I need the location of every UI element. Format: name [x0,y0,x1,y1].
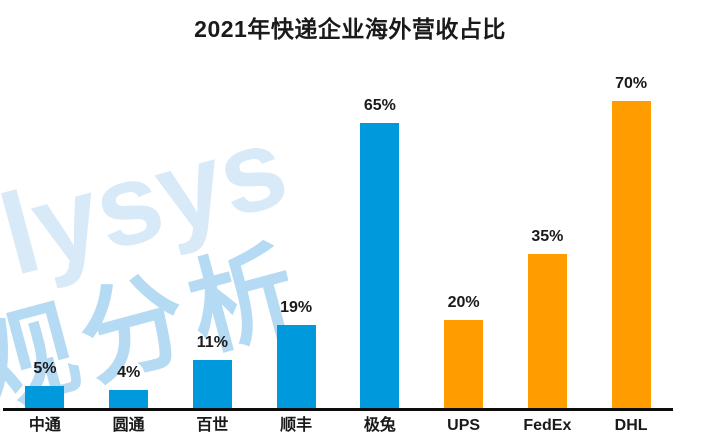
bar-UPS [444,320,484,408]
bar-column-4: 19% [254,0,338,408]
bar-column-6: 20% [422,0,506,408]
bar-圆通 [109,390,149,408]
category-label-中通: 中通 [28,417,61,434]
bar-DHL [611,101,651,408]
bar-顺丰 [276,325,316,408]
bar-column-3: 11% [171,0,255,408]
bar-FedEx [527,254,567,408]
chart-title: 2021年快递企业海外营收占比 [194,16,506,42]
plot-area: 5% 4% 11% 19% 65% 20% 35% 70% [3,0,673,408]
value-label: 70% [615,75,648,93]
value-label: 35% [531,228,564,246]
value-label: 4% [117,364,141,382]
bar-column-1: 5% [3,0,87,408]
bar-column-8: 70% [589,0,673,408]
x-axis-line [3,408,673,411]
category-label-极兔: 极兔 [363,417,396,434]
value-label: 65% [363,97,396,115]
category-label-DHL: DHL [614,417,648,434]
category-label-顺丰: 顺丰 [280,417,313,434]
bar-column-7: 35% [506,0,590,408]
bar-中通 [25,386,65,408]
category-label-FedEx: FedEx [523,417,572,434]
bar-column-2: 4% [87,0,171,408]
bar-column-5: 65% [338,0,422,408]
category-label-百世: 百世 [196,417,229,434]
category-label-圆通: 圆通 [112,417,145,434]
bar-百世 [192,360,232,408]
value-label: 19% [280,299,313,317]
value-label: 5% [33,360,57,378]
category-axis-labels: 中通 圆通 百世 顺丰 极兔 UPS FedEx DHL [3,415,673,436]
category-label-UPS: UPS [447,417,481,434]
value-label: 20% [447,294,480,312]
bar-极兔 [360,123,400,408]
value-label: 11% [196,334,228,352]
